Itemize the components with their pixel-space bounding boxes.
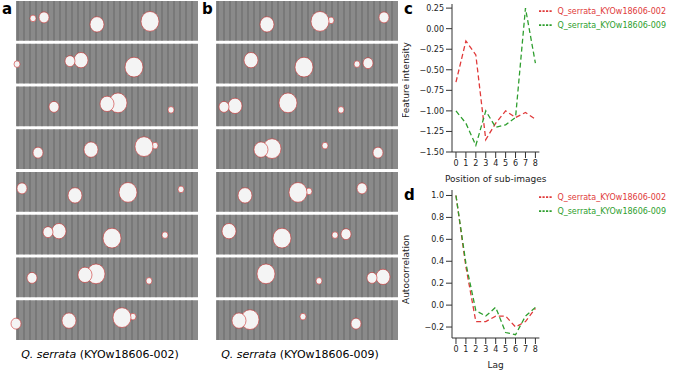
svg-text:6: 6 xyxy=(513,345,518,354)
svg-text:6: 6 xyxy=(513,159,518,168)
svg-text:−0.75: −0.75 xyxy=(419,86,444,95)
html-text:Q_serrata_KYOw18606-009: Q_serrata_KYOw18606-009 xyxy=(557,206,666,216)
html-text:d: d xyxy=(404,186,415,204)
svg-text:0: 0 xyxy=(453,159,458,168)
svg-text:−0.25: −0.25 xyxy=(419,45,444,54)
html-text:Q. serrata (KYOw18606-009): Q. serrata (KYOw18606-009) xyxy=(221,348,379,361)
svg-text:1.0: 1.0 xyxy=(431,191,444,200)
svg-text:4: 4 xyxy=(493,159,498,168)
svg-text:0.25: 0.25 xyxy=(426,4,444,13)
svg-text:−1.25: −1.25 xyxy=(419,127,444,136)
svg-text:7: 7 xyxy=(523,159,528,168)
svg-text:Position of sub-images: Position of sub-images xyxy=(445,174,547,184)
svg-text:0.00: 0.00 xyxy=(426,25,444,34)
svg-text:Feature intensity: Feature intensity xyxy=(402,41,411,118)
html-text:Q_serrata_KYOw18606-009: Q_serrata_KYOw18606-009 xyxy=(557,20,666,30)
svg-text:0: 0 xyxy=(453,345,458,354)
svg-text:3: 3 xyxy=(483,159,488,168)
svg-text:5: 5 xyxy=(503,345,508,354)
svg-text:−0.50: −0.50 xyxy=(419,66,444,75)
svg-text:2: 2 xyxy=(473,159,478,168)
svg-text:5: 5 xyxy=(503,159,508,168)
svg-text:−0.2: −0.2 xyxy=(425,323,444,332)
svg-text:1: 1 xyxy=(463,345,468,354)
html-text:a: a xyxy=(2,0,13,18)
svg-text:7: 7 xyxy=(523,345,528,354)
html-text:Q. serrata (KYOw18606-002): Q. serrata (KYOw18606-002) xyxy=(21,348,179,361)
svg-text:8: 8 xyxy=(533,159,538,168)
html-text:c: c xyxy=(404,0,413,18)
svg-text:Autocorrelation: Autocorrelation xyxy=(402,235,411,304)
svg-text:4: 4 xyxy=(493,345,498,354)
svg-text:0.0: 0.0 xyxy=(431,301,444,310)
svg-text:0.6: 0.6 xyxy=(431,235,444,244)
svg-text:0.2: 0.2 xyxy=(431,279,444,288)
svg-text:1: 1 xyxy=(463,159,468,168)
svg-text:−1.50: −1.50 xyxy=(419,148,444,157)
svg-text:2: 2 xyxy=(473,345,478,354)
svg-text:−1.00: −1.00 xyxy=(419,107,444,116)
svg-text:Lag: Lag xyxy=(488,360,504,370)
html-text:b: b xyxy=(202,0,213,18)
svg-text:8: 8 xyxy=(533,345,538,354)
svg-text:3: 3 xyxy=(483,345,488,354)
svg-text:0.4: 0.4 xyxy=(431,257,444,266)
svg-text:0.8: 0.8 xyxy=(431,213,444,222)
html-text:Q_serrata_KYOw18606-002: Q_serrata_KYOw18606-002 xyxy=(557,192,666,202)
html-text:Q_serrata_KYOw18606-002: Q_serrata_KYOw18606-002 xyxy=(557,6,666,16)
